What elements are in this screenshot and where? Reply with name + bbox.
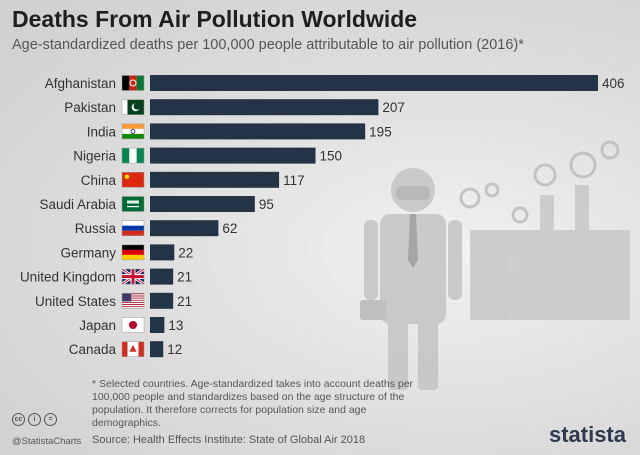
bar-nigeria[interactable]	[150, 147, 316, 164]
value-label-united-states: 21	[177, 294, 192, 309]
value-label-russia: 62	[222, 221, 237, 236]
bar-russia[interactable]	[150, 220, 219, 237]
creative-commons-icon[interactable]: cc	[12, 413, 25, 426]
bar-japan[interactable]	[150, 317, 165, 333]
flag-united-kingdom-icon	[121, 267, 145, 286]
bar-pakistan[interactable]	[150, 99, 379, 116]
category-label-afghanistan: Afghanistan	[45, 76, 116, 91]
source-note: Source: Health Effects Institute: State …	[92, 434, 366, 446]
value-label-canada: 12	[167, 342, 182, 357]
bar-united-kingdom[interactable]	[150, 268, 174, 285]
bar-canada[interactable]	[150, 341, 164, 358]
bar-china[interactable]	[150, 171, 280, 188]
category-label-japan: Japan	[79, 318, 116, 333]
category-label-canada: Canada	[69, 342, 117, 357]
no-derivatives-icon[interactable]: =	[44, 413, 57, 426]
flag-india-icon	[121, 123, 145, 140]
chart-subtitle: Age-standardized deaths per 100,000 peop…	[12, 37, 524, 53]
value-label-india: 195	[369, 124, 392, 139]
category-label-pakistan: Pakistan	[64, 100, 116, 115]
footnote: * Selected countries. Age-standardized t…	[92, 378, 414, 429]
bar-united-states[interactable]	[150, 292, 174, 309]
flag-united-states-icon	[121, 293, 145, 309]
flag-russia-icon	[121, 220, 145, 236]
value-label-japan: 13	[168, 318, 183, 333]
flag-germany-icon	[121, 244, 145, 261]
bar-india[interactable]	[150, 123, 366, 140]
category-label-united-states: United States	[35, 294, 116, 309]
bar-germany[interactable]	[150, 244, 175, 261]
value-label-china: 117	[283, 173, 305, 188]
attribution-icon[interactable]: i	[28, 413, 41, 426]
category-label-india: India	[87, 124, 117, 139]
value-label-united-kingdom: 21	[177, 270, 192, 285]
flag-saudi-arabia-icon	[121, 196, 145, 212]
flag-afghanistan-icon	[121, 75, 145, 91]
flag-canada-icon	[121, 341, 145, 357]
flag-pakistan-icon	[121, 99, 145, 115]
flag-japan-icon	[121, 317, 145, 333]
bar-afghanistan[interactable]	[150, 75, 598, 91]
category-label-germany: Germany	[60, 245, 116, 260]
category-label-russia: Russia	[75, 221, 117, 236]
value-label-saudi-arabia: 95	[259, 197, 274, 212]
category-label-saudi-arabia: Saudi Arabia	[39, 197, 116, 212]
value-label-afghanistan: 406	[602, 76, 625, 91]
pollution-illustration	[360, 140, 630, 390]
twitter-handle[interactable]: @StatistaCharts	[12, 436, 82, 447]
value-label-pakistan: 207	[382, 100, 405, 115]
flag-nigeria-icon	[121, 147, 145, 164]
category-label-nigeria: Nigeria	[73, 149, 116, 164]
license-icons: cc i =	[12, 413, 57, 426]
bar-saudi-arabia[interactable]	[150, 196, 255, 212]
category-label-china: China	[81, 173, 117, 188]
value-label-germany: 22	[178, 245, 193, 260]
flag-china-icon	[121, 172, 145, 188]
value-label-nigeria: 150	[320, 149, 343, 164]
category-label-united-kingdom: United Kingdom	[20, 270, 116, 285]
chart-title: Deaths From Air Pollution Worldwide	[12, 6, 418, 32]
statista-logo[interactable]: statista	[548, 422, 626, 447]
